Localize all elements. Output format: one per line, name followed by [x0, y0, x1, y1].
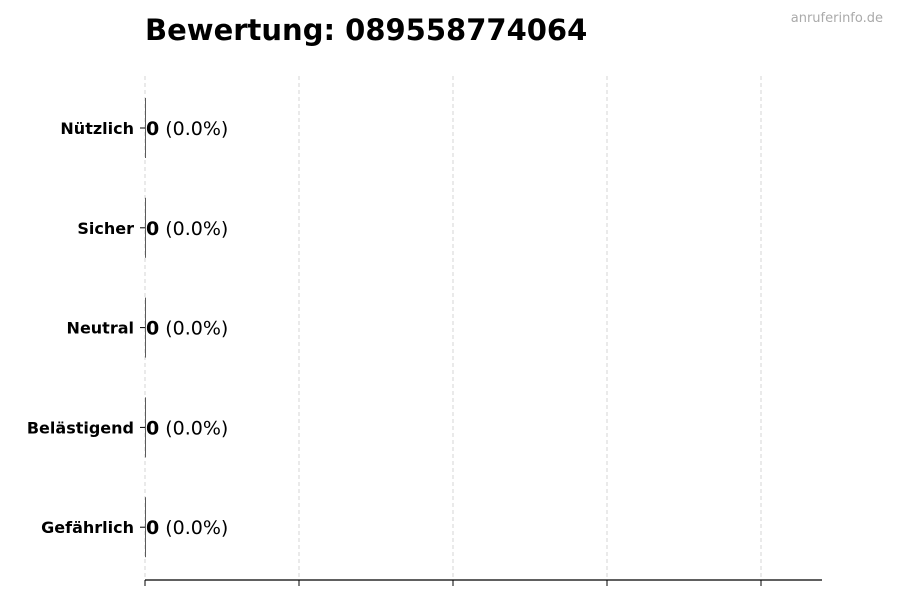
- y-tick-label: Sicher: [77, 219, 134, 238]
- watermark: anruferinfo.de: [791, 11, 883, 26]
- data-label: 0 (0.0%): [146, 517, 228, 539]
- data-label-percent: (0.0%): [165, 318, 228, 340]
- bar: [145, 197, 146, 258]
- y-tick-label: Belästigend: [27, 418, 134, 437]
- data-label-percent: (0.0%): [165, 417, 228, 439]
- bar: [145, 98, 146, 158]
- chart-title: Bewertung: 089558774064: [145, 13, 587, 47]
- data-label: 0 (0.0%): [146, 118, 228, 140]
- y-tick-label: Neutral: [67, 319, 134, 338]
- bar: [145, 497, 146, 558]
- data-label-percent: (0.0%): [165, 218, 228, 240]
- bar: [145, 297, 146, 358]
- data-label-percent: (0.0%): [165, 118, 228, 140]
- y-tick-label: Nützlich: [60, 119, 134, 138]
- bar: [145, 397, 146, 458]
- y-tick-label: Gefährlich: [41, 518, 134, 537]
- data-label-count: 0: [146, 517, 159, 539]
- data-label-percent: (0.0%): [165, 517, 228, 539]
- data-label-count: 0: [146, 118, 159, 140]
- data-label: 0 (0.0%): [146, 218, 228, 240]
- data-label-count: 0: [146, 218, 159, 240]
- data-label: 0 (0.0%): [146, 318, 228, 340]
- data-label: 0 (0.0%): [146, 417, 228, 439]
- data-label-count: 0: [146, 417, 159, 439]
- data-label-count: 0: [146, 318, 159, 340]
